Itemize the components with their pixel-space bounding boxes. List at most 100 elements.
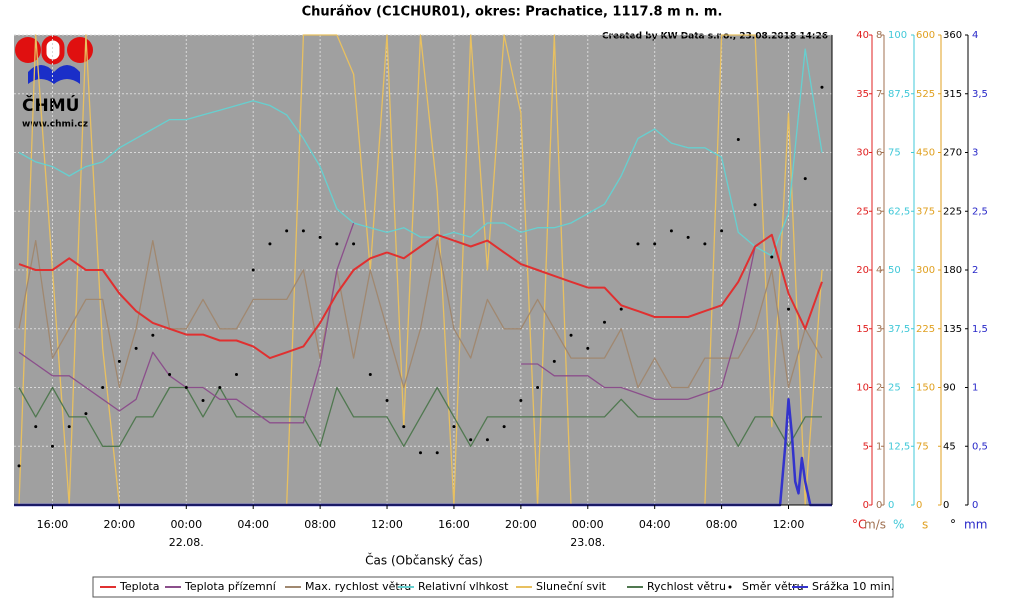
wind-direction-dot (17, 464, 21, 468)
y-tick-label: 360 (943, 30, 962, 41)
wind-direction-dot (669, 229, 673, 233)
x-tick-date: 23.08. (570, 536, 605, 549)
x-tick-label: 08:00 (706, 518, 738, 531)
wind-direction-dot (770, 255, 774, 259)
y-tick-label: 525 (916, 89, 935, 100)
y-tick-label: 450 (916, 148, 935, 159)
wind-direction-dot (184, 386, 188, 389)
wind-direction-dot (268, 242, 272, 246)
wind-direction-dot (418, 451, 422, 455)
y-tick-label: 75 (888, 148, 901, 159)
logo-circle (67, 37, 93, 63)
y-tick-label: 2 (876, 383, 882, 394)
y-tick-label: 150 (916, 383, 935, 394)
y-tick-label: 3 (972, 148, 978, 159)
legend-label: Teplota (119, 580, 159, 593)
y-tick-label: 30 (856, 148, 869, 159)
logo-ring (41, 35, 65, 65)
y-tick-label: 4 (876, 265, 882, 276)
y-tick-label: 8 (876, 30, 882, 41)
wind-direction-dot (519, 399, 523, 403)
wind-direction-dot (435, 451, 439, 455)
y-tick-label: 600 (916, 30, 935, 41)
legend-label: Sluneční svit (536, 580, 607, 593)
y-tick-label: 35 (856, 89, 869, 100)
legend-label: Teplota přízemní (184, 580, 277, 593)
wind-direction-dot (34, 425, 38, 429)
y-tick-label: 12,5 (888, 441, 910, 452)
y-tick-label: 25 (888, 383, 901, 394)
y-tick-label: 7 (876, 89, 882, 100)
y-tick-label: 1 (876, 441, 882, 452)
x-tick-label: 08:00 (304, 518, 336, 531)
x-tick-label: 12:00 (371, 518, 403, 531)
legend-swatch (728, 585, 732, 589)
wind-direction-dot (753, 203, 757, 207)
y-tick-label: 1 (972, 383, 978, 394)
x-tick-label: 16:00 (37, 518, 69, 531)
wind-direction-dot (636, 242, 640, 246)
y-tick-label: 0 (916, 500, 922, 511)
x-tick-label: 16:00 (438, 518, 470, 531)
y-tick-label: 225 (916, 324, 935, 335)
axis-unit: °C (852, 518, 866, 532)
wind-direction-dot (318, 235, 322, 239)
series-line (18, 48, 823, 257)
x-tick-label: 20:00 (505, 518, 537, 531)
y-tick-label: 75 (916, 441, 929, 452)
wind-direction-dot (251, 268, 255, 272)
y-tick-label: 3,5 (972, 89, 988, 100)
y-tick-label: 15 (856, 324, 869, 335)
wind-direction-dot (653, 242, 657, 246)
y-tick-label: 45 (943, 441, 956, 452)
wind-direction-dot (368, 372, 372, 376)
legend-label: Rychlost větru (647, 580, 726, 593)
x-tick-label: 12:00 (773, 518, 805, 531)
wind-direction-dot (67, 425, 71, 429)
wind-direction-dot (469, 438, 473, 442)
wind-direction-dot (352, 242, 356, 246)
y-tick-label: 90 (943, 383, 956, 394)
y-tick-label: 40 (856, 30, 869, 41)
y-tick-label: 62,5 (888, 206, 910, 217)
series-line (18, 239, 823, 389)
legend-label: Relativní vlhkost (418, 580, 509, 593)
y-tick-label: 87,5 (888, 89, 910, 100)
wind-direction-dot (385, 399, 389, 403)
wind-direction-dot (552, 359, 556, 363)
wind-direction-dot (502, 425, 506, 429)
wind-direction-dot (84, 412, 88, 416)
axis-unit: m/s (864, 518, 886, 532)
x-tick-label: 00:00 (170, 518, 202, 531)
logo-url: www.chmi.cz (22, 120, 88, 130)
legend (92, 576, 894, 598)
wind-direction-dot (820, 85, 824, 89)
wind-direction-dot (402, 425, 406, 429)
x-tick-label: 20:00 (104, 518, 136, 531)
y-tick-label: 225 (943, 206, 962, 217)
x-tick-date: 22.08. (169, 536, 204, 549)
y-tick-label: 4 (972, 30, 978, 41)
credit: Created by KW Data s.r.o., 23.08.2018 14… (602, 32, 828, 42)
chart-title: Churáňov (C1CHUR01), okres: Prachatice, … (302, 5, 723, 20)
y-tick-label: 315 (943, 89, 962, 100)
wind-direction-dot (134, 346, 138, 350)
wind-direction-dot (218, 386, 222, 389)
y-tick-label: 10 (856, 383, 869, 394)
series-line (520, 246, 756, 400)
logo-wave (28, 65, 80, 84)
y-tick-label: 1,5 (972, 324, 988, 335)
wind-direction-dot (569, 333, 573, 337)
y-tick-label: 0,5 (972, 441, 988, 452)
series-line (18, 386, 822, 447)
y-tick-label: 180 (943, 265, 962, 276)
y-tick-label: 0 (863, 500, 869, 511)
wind-direction-dot (335, 242, 339, 246)
wind-direction-dot (619, 307, 623, 311)
y-tick-label: 6 (876, 148, 882, 159)
legend-label: Srážka 10 min. (812, 580, 894, 593)
y-tick-label: 5 (863, 441, 869, 452)
y-tick-label: 300 (916, 265, 935, 276)
y-tick-label: 50 (888, 265, 901, 276)
wind-direction-dot (168, 372, 172, 376)
